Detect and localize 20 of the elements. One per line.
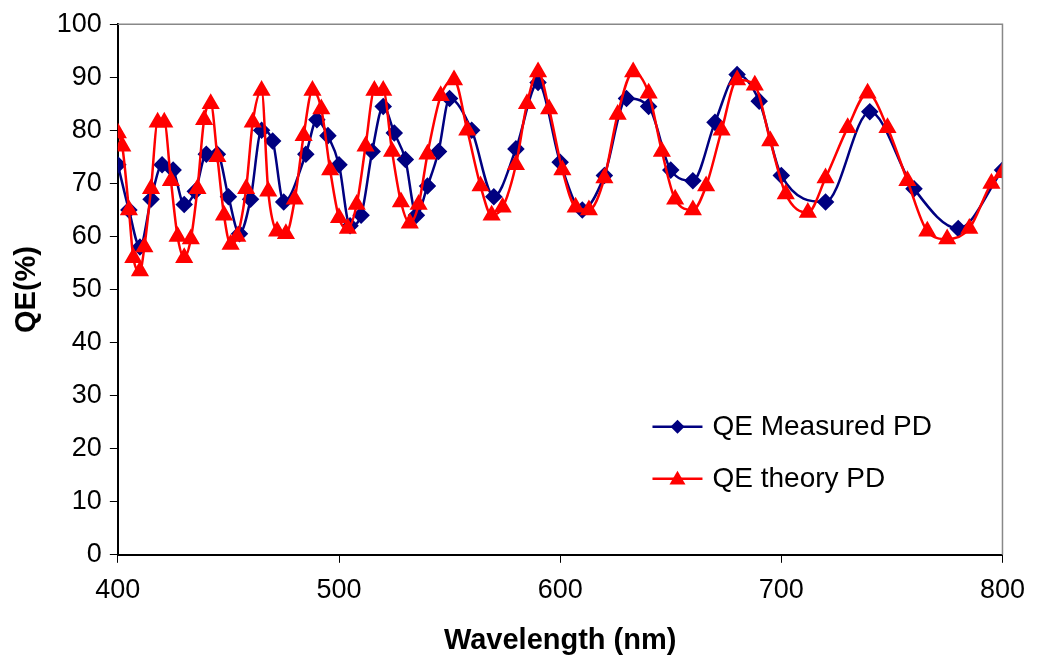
y-tick-label: 90 xyxy=(71,60,102,91)
y-tick-label: 80 xyxy=(71,113,102,144)
y-tick-label: 100 xyxy=(56,7,102,38)
x-tick-label: 600 xyxy=(537,574,583,605)
x-tick-label: 800 xyxy=(979,574,1026,605)
y-tick-label: 10 xyxy=(71,485,102,516)
x-tick-label: 400 xyxy=(95,574,141,605)
legend-label: QE theory PD xyxy=(712,461,886,493)
y-tick-label: 0 xyxy=(86,538,102,569)
y-tick-label: 50 xyxy=(71,272,102,303)
y-axis-title: QE(%) xyxy=(9,246,42,333)
x-axis-title: Wavelength (nm) xyxy=(443,622,677,655)
y-tick-label: 60 xyxy=(71,219,102,250)
y-tick-label: 30 xyxy=(71,379,102,410)
y-tick-label: 40 xyxy=(71,326,102,357)
legend-label: QE Measured PD xyxy=(712,409,932,441)
y-tick-label: 20 xyxy=(71,432,102,463)
y-tick-label: 70 xyxy=(71,166,102,197)
x-tick-label: 500 xyxy=(316,574,362,605)
x-tick-label: 700 xyxy=(758,574,804,605)
